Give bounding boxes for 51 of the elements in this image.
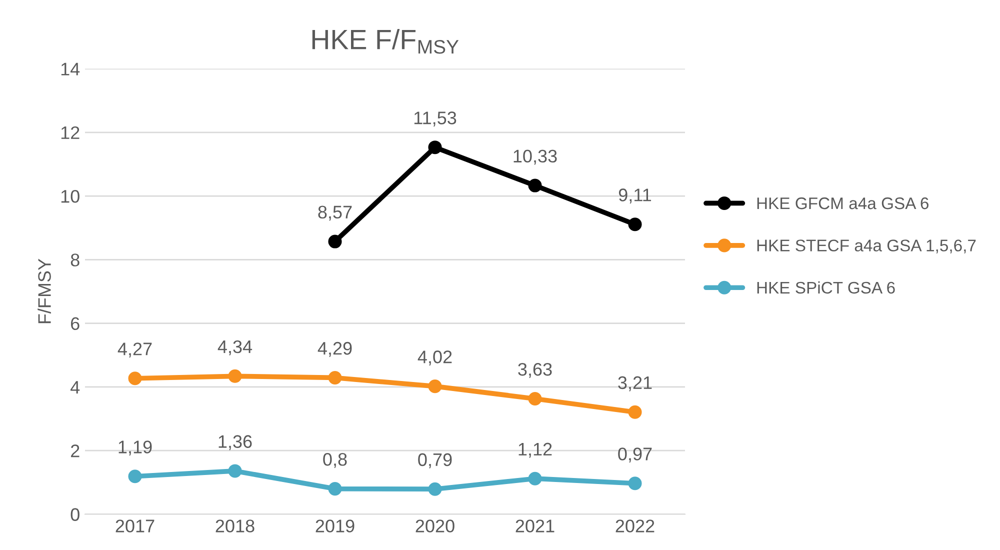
point	[628, 476, 642, 490]
y-tick-label: 4	[70, 381, 80, 394]
data-label: 3,21	[618, 376, 652, 392]
point	[528, 472, 542, 486]
data-label: 1,36	[218, 435, 252, 450]
point	[428, 380, 442, 394]
point	[228, 464, 242, 478]
data-label: 4,27	[118, 342, 152, 358]
point	[428, 482, 442, 496]
data-label: 10,33	[514, 150, 557, 165]
y-tick-label: 6	[71, 317, 80, 330]
data-label: 3,63	[518, 362, 552, 378]
y-tick-label: 12	[61, 126, 80, 139]
point	[128, 372, 142, 386]
point	[628, 218, 642, 232]
x-tick-label: 2017	[116, 520, 154, 532]
point	[228, 369, 242, 383]
data-label: 4,29	[318, 342, 352, 357]
x-tick-label: 2020	[416, 520, 454, 532]
data-label: 1,12	[518, 442, 552, 458]
point	[528, 392, 542, 406]
y-tick-label: 14	[61, 62, 80, 76]
data-label: 0,97	[618, 448, 652, 463]
legend-label: HKE GFCM a4a GSA 6	[757, 197, 928, 210]
data-label: 9,11	[618, 188, 652, 204]
point	[528, 178, 542, 192]
x-tick-label: 2019	[316, 520, 354, 532]
y-tick-label: 0	[70, 508, 80, 521]
x-tick-label: 2022	[616, 520, 654, 532]
legend-label: HKE SPiCT GSA 6	[757, 281, 895, 294]
legend-label: HKE STECF a4a GSA 1,5,6,7	[757, 240, 976, 254]
data-label: 0,8	[323, 452, 347, 468]
x-tick-label: 2021	[516, 520, 554, 532]
x-tick-label: 2018	[216, 520, 254, 532]
chart-title: HKE F/F$_{MSY}$	[312, 29, 459, 54]
y-tick-label: 2	[71, 444, 80, 458]
point	[328, 482, 342, 496]
point	[428, 140, 442, 154]
data-label: 4,02	[418, 350, 452, 366]
data-label: 11,53	[414, 112, 456, 126]
point	[128, 470, 142, 484]
data-label: 8,57	[318, 206, 352, 221]
data-label: 0,79	[418, 453, 452, 468]
y-axis-title: F/FMSY	[38, 258, 51, 324]
point	[328, 234, 342, 248]
data-label: 4,34	[218, 340, 252, 356]
y-tick-label: 10	[61, 190, 80, 203]
data-label: 1,19	[118, 440, 152, 456]
point	[328, 370, 342, 385]
y-tick-label: 8	[70, 254, 80, 266]
point	[628, 405, 642, 419]
